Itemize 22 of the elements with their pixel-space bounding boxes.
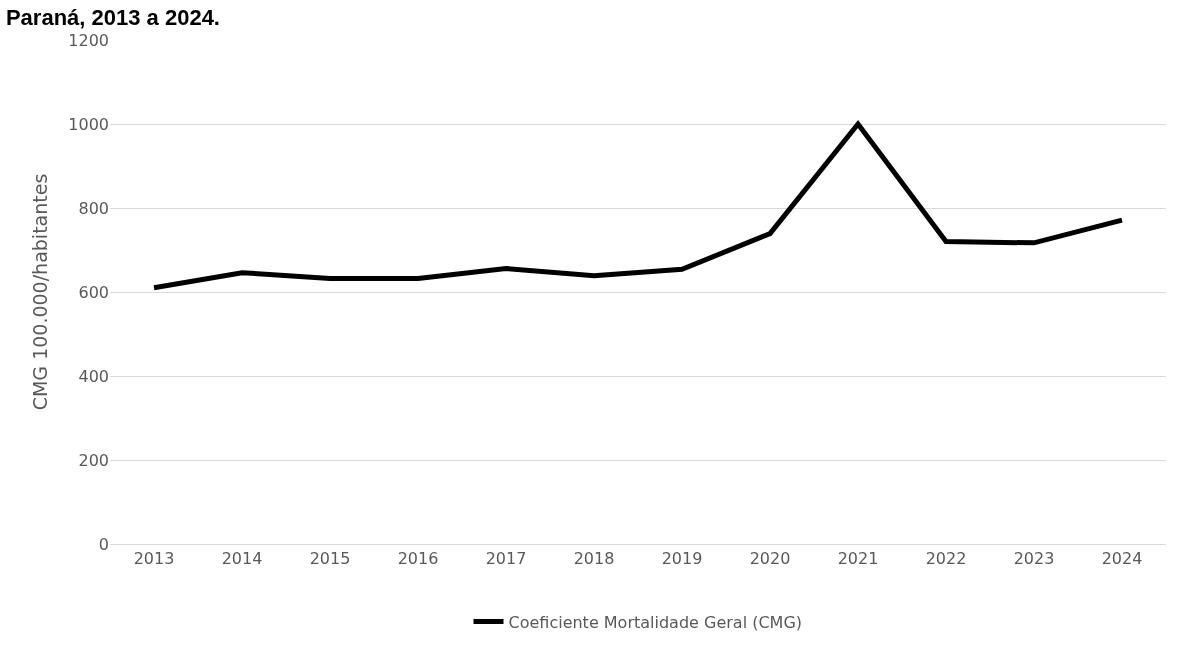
- y-tick-label: 0: [98, 534, 109, 554]
- x-tick-label: 2015: [309, 549, 351, 569]
- x-tick-label: 2022: [925, 549, 967, 569]
- x-tick-label: 2013: [133, 549, 175, 569]
- x-tick-label: 2023: [1013, 549, 1055, 569]
- x-tick-label: 2014: [221, 549, 263, 569]
- y-tick-label: 1200: [68, 30, 109, 50]
- x-tick-label: 2021: [837, 549, 879, 569]
- y-axis-title: CMG 100.000/habitantes: [29, 173, 52, 411]
- y-tick-label: 600: [78, 282, 109, 302]
- y-tick-label: 800: [78, 198, 109, 218]
- x-tick-label: 2024: [1101, 549, 1143, 569]
- chart-title: Paraná, 2013 a 2024.: [5, 5, 220, 31]
- x-tick-label: 2018: [573, 549, 615, 569]
- x-tick-label: 2020: [749, 549, 791, 569]
- y-tick-label: 1000: [68, 114, 109, 134]
- x-tick-label: 2017: [485, 549, 527, 569]
- y-tick-label: 400: [78, 366, 109, 386]
- x-tick-label: 2016: [397, 549, 439, 569]
- x-tick-label: 2019: [661, 549, 703, 569]
- y-tick-label: 200: [78, 450, 109, 470]
- legend-label: Coeficiente Mortalidade Geral (CMG): [508, 612, 803, 632]
